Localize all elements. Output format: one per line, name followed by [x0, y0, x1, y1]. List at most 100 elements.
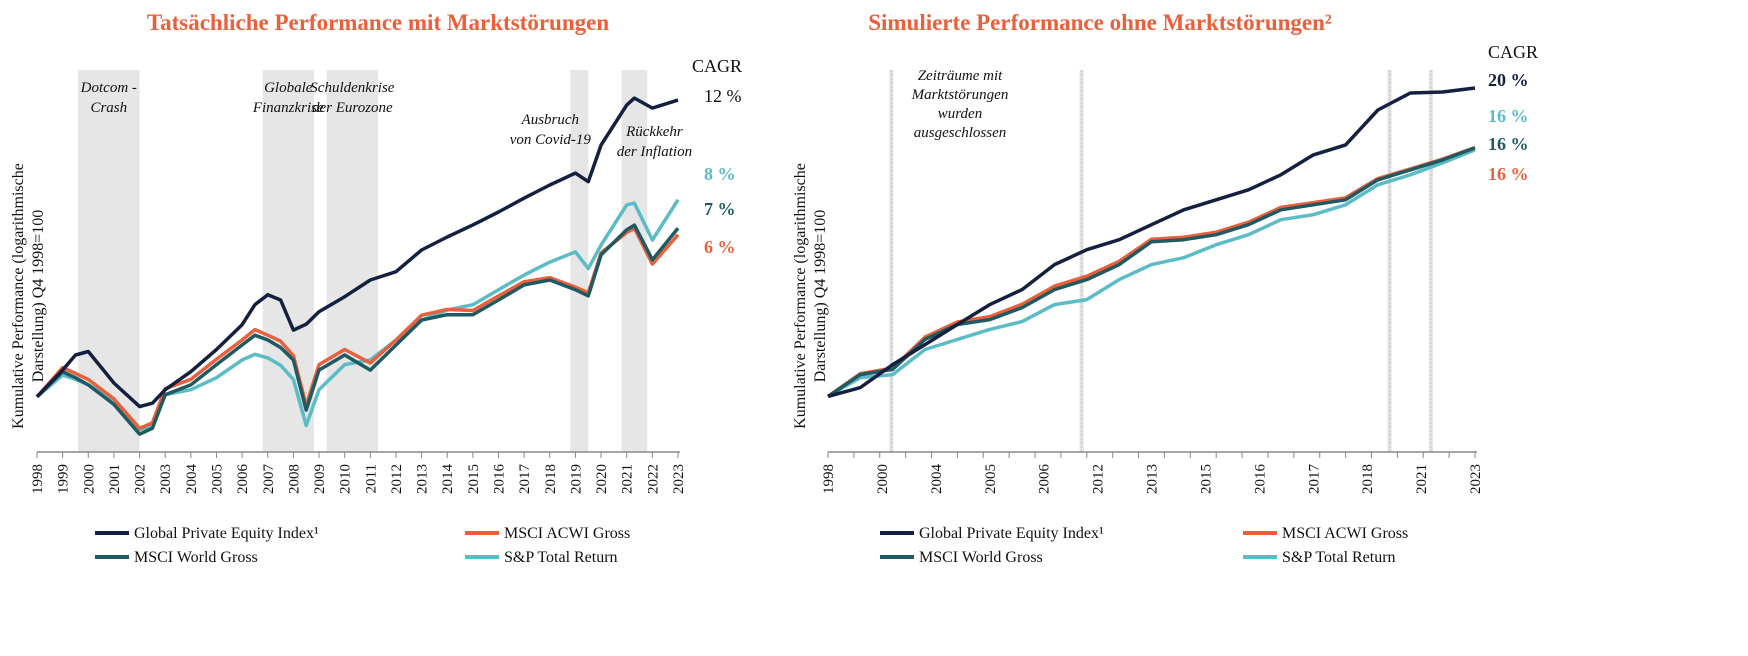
left-chart: Tatsächliche Performance mit Marktstörun…: [10, 10, 742, 566]
x-tick-label: 2004: [184, 464, 200, 495]
series-line-msci-world-gross: [35, 223, 680, 436]
series-line-msci-acwi-gross: [35, 226, 680, 431]
legend-label: MSCI ACWI Gross: [1282, 525, 1408, 542]
x-tick-label: 2001: [107, 464, 123, 494]
chart-title: Simulierte Performance ohne Marktstörung…: [868, 10, 1332, 35]
right-chart: Simulierte Performance ohne Marktstörung…: [792, 10, 1538, 566]
x-tick-label: 2020: [594, 464, 610, 494]
x-tick-label: 2014: [440, 464, 456, 495]
period-annotation: der Eurozone: [312, 100, 393, 116]
cagr-value: 16 %: [1488, 106, 1529, 126]
series-line-msci-world-gross: [827, 146, 1476, 398]
legend-label: Global Private Equity Index¹: [134, 525, 319, 542]
y-axis-label: Darstellung) Q4 1998=100: [30, 210, 47, 383]
excluded-period-marker: [1429, 70, 1434, 452]
x-tick-label: 2016: [492, 464, 508, 495]
x-tick-label: 2018: [543, 464, 559, 494]
x-tick-label: 2006: [1037, 464, 1053, 495]
x-tick-label: 2005: [209, 464, 225, 494]
x-tick-label: 2015: [1198, 464, 1214, 494]
x-tick-label: 1998: [30, 464, 46, 494]
period-annotation: Finanzkrise: [252, 100, 324, 116]
x-tick-label: 2000: [875, 464, 891, 494]
legend-item: MSCI ACWI Gross: [465, 525, 630, 542]
x-tick-label: 2013: [1145, 464, 1161, 494]
series-line-s-p-total-return: [827, 148, 1476, 398]
period-annotation: Ausbruch: [521, 112, 580, 128]
x-tick-label: 2015: [466, 464, 482, 494]
period-annotation: Dotcom -: [80, 80, 137, 96]
legend-label: MSCI World Gross: [919, 549, 1043, 566]
x-tick-label: 2007: [261, 464, 277, 495]
x-tick-label: 1998: [821, 464, 837, 494]
x-tick-label: 2022: [645, 464, 661, 494]
cagr-header: CAGR: [1488, 42, 1538, 62]
legend-item: Global Private Equity Index¹: [880, 525, 1104, 542]
legend-item: S&P Total Return: [1243, 549, 1396, 566]
series-line-global-private-equity-index: [35, 96, 679, 409]
x-tick-label: 2012: [389, 464, 405, 494]
cagr-value: 8 %: [704, 164, 736, 184]
excluded-period-marker: [1387, 70, 1392, 452]
period-annotation: von Covid-19: [510, 132, 592, 148]
y-axis-label: Kumulative Performance (logarithmische: [792, 163, 809, 429]
period-annotation: Rückkehr: [625, 124, 683, 140]
x-tick-label: 2008: [286, 464, 302, 494]
legend-item: S&P Total Return: [465, 549, 618, 566]
series-line-global-private-equity-index: [827, 86, 1476, 399]
period-annotation: Globale: [264, 80, 313, 96]
legend-label: Global Private Equity Index¹: [919, 525, 1104, 542]
x-tick-label: 2018: [1360, 464, 1376, 494]
annotation-text: Zeiträume mit: [918, 68, 1003, 84]
x-tick-label: 2003: [158, 464, 174, 494]
x-tick-label: 2023: [671, 464, 687, 494]
chart-title: Tatsächliche Performance mit Marktstörun…: [147, 10, 609, 35]
legend-label: S&P Total Return: [504, 549, 618, 566]
shaded-period: [262, 70, 314, 452]
x-tick-label: 2016: [1252, 464, 1268, 495]
annotation-text: wurden: [938, 106, 982, 122]
legend-item: MSCI ACWI Gross: [1243, 525, 1408, 542]
period-annotation: Crash: [90, 100, 127, 116]
x-tick-label: 2019: [568, 464, 584, 494]
x-tick-label: 2010: [338, 464, 354, 494]
y-axis-label: Darstellung) Q4 1998=100: [812, 210, 829, 383]
cagr-value: 12 %: [704, 86, 742, 106]
x-tick-label: 2013: [415, 464, 431, 494]
annotation-text: ausgeschlossen: [914, 125, 1007, 141]
legend-label: MSCI ACWI Gross: [504, 525, 630, 542]
x-tick-label: 2005: [983, 464, 999, 494]
cagr-value: 7 %: [704, 199, 736, 219]
period-annotation: der Inflation: [617, 144, 692, 160]
period-annotation: Schuldenkrise: [310, 80, 394, 96]
legend-item: MSCI World Gross: [95, 549, 258, 566]
legend-label: S&P Total Return: [1282, 549, 1396, 566]
cagr-value: 16 %: [1488, 164, 1529, 184]
excluded-period-marker: [889, 70, 894, 452]
legend-item: Global Private Equity Index¹: [95, 525, 319, 542]
x-tick-label: 2023: [1468, 464, 1484, 494]
shaded-period: [326, 70, 379, 452]
x-tick-label: 2002: [133, 464, 149, 494]
annotation-text: Marktstörungen: [911, 87, 1009, 103]
x-tick-label: 2017: [517, 464, 533, 495]
x-tick-label: 2011: [363, 464, 379, 493]
x-tick-label: 2017: [1306, 464, 1322, 495]
shaded-period: [621, 70, 648, 452]
legend-item: MSCI World Gross: [880, 549, 1043, 566]
x-tick-label: 2000: [81, 464, 97, 494]
cagr-value: 20 %: [1488, 70, 1529, 90]
legend-label: MSCI World Gross: [134, 549, 258, 566]
cagr-value: 16 %: [1488, 134, 1529, 154]
x-tick-label: 2012: [1091, 464, 1107, 494]
cagr-header: CAGR: [692, 56, 742, 76]
x-tick-label: 2004: [929, 464, 945, 495]
y-axis-label: Kumulative Performance (logarithmische: [10, 163, 27, 429]
x-tick-label: 2021: [620, 464, 636, 494]
x-tick-label: 2021: [1414, 464, 1430, 494]
excluded-period-marker: [1079, 70, 1084, 452]
x-tick-label: 2006: [235, 464, 251, 495]
x-tick-label: 1999: [56, 464, 72, 494]
cagr-value: 6 %: [704, 237, 736, 257]
